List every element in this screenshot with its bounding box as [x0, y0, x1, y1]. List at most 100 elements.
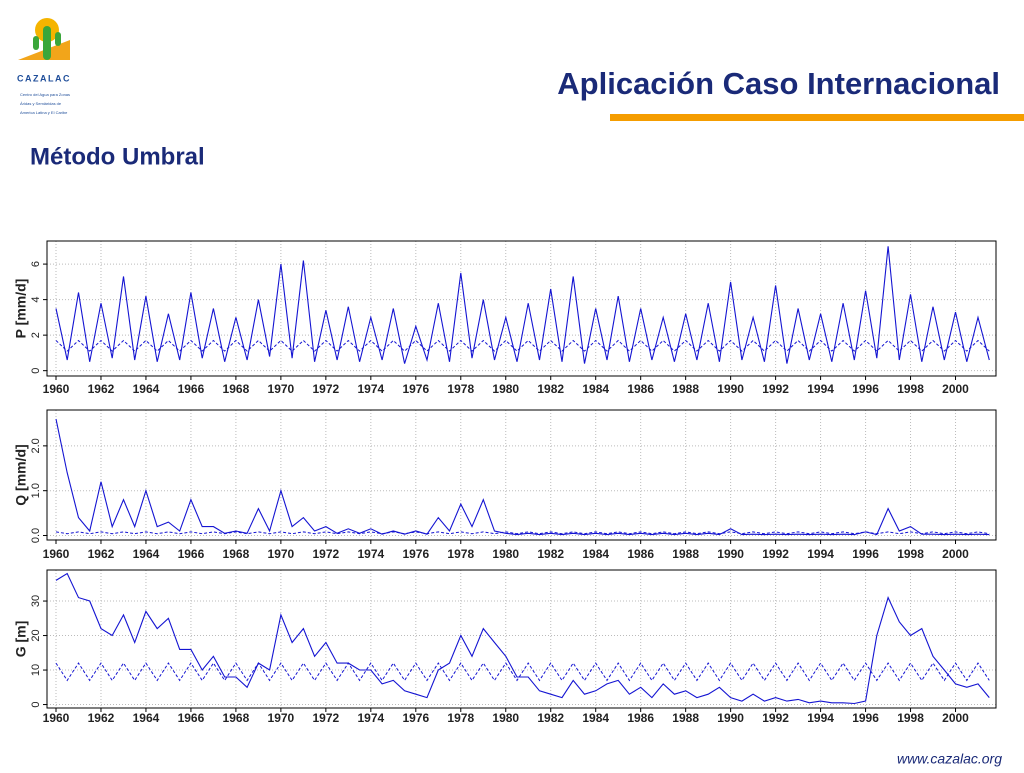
charts: 1960 1962 1964 1966 1968 1970 1972 1974 1976 1978…	[13, 240, 997, 725]
x-tick-label: 1966	[178, 547, 205, 561]
y-tick-label: 0	[30, 368, 42, 374]
x-tick-label: 1986	[627, 382, 654, 396]
logo-caption: America Latina y El Caribe	[20, 110, 68, 115]
logo-cactus	[55, 32, 61, 46]
x-tick-label: 1992	[762, 711, 789, 725]
y-axis-label: Q [mm/d]	[13, 444, 29, 505]
x-tick-label: 1978	[447, 382, 474, 396]
logo: CAZALAC Centro del Agua para Zonas Árida…	[17, 18, 71, 115]
plot-frame	[46, 569, 997, 709]
x-tick-label: 1982	[537, 711, 564, 725]
x-tick-label: 1968	[223, 547, 250, 561]
x-tick-label: 1990	[717, 382, 744, 396]
title-underline	[610, 114, 1024, 121]
logo-cactus	[33, 36, 39, 50]
x-tick-label: 1984	[582, 547, 609, 561]
threshold-line	[55, 662, 990, 682]
x-tick-label: 1990	[717, 711, 744, 725]
logo-caption: Áridas y Semiáridas de	[20, 101, 62, 106]
data-line	[55, 418, 990, 536]
y-tick-label: 6	[30, 261, 42, 267]
x-tick-label: 1966	[178, 382, 205, 396]
slide-title: Aplicación Caso Internacional	[557, 66, 1000, 101]
data-line	[55, 572, 990, 705]
x-tick-label: 1974	[357, 547, 384, 561]
y-tick-label: 0.0	[30, 528, 42, 543]
x-tick-label: 1990	[717, 547, 744, 561]
x-tick-label: 1984	[582, 711, 609, 725]
x-tick-label: 1972	[313, 711, 340, 725]
x-tick-label: 1964	[133, 382, 160, 396]
y-axis-label: G [m]	[13, 621, 29, 658]
slide-subtitle: Método Umbral	[30, 143, 205, 170]
x-tick-label: 2000	[942, 711, 969, 725]
x-tick-label: 1984	[582, 382, 609, 396]
x-tick-label: 1986	[627, 711, 654, 725]
x-tick-label: 1980	[492, 711, 519, 725]
y-tick-label: 20	[30, 629, 42, 641]
y-tick-label: 4	[30, 297, 42, 303]
x-tick-label: 1994	[807, 382, 834, 396]
y-tick-label: 2.0	[30, 438, 42, 453]
x-tick-label: 1972	[313, 547, 340, 561]
y-tick-label: 10	[30, 664, 42, 676]
logo-name: CAZALAC	[17, 73, 71, 83]
x-tick-label: 1978	[447, 711, 474, 725]
logo-caption: Centro del Agua para Zonas	[20, 92, 70, 97]
plot-frame	[46, 409, 997, 541]
x-tick-label: 1970	[268, 711, 295, 725]
y-axis-label: P [mm/d]	[13, 279, 29, 339]
x-tick-label: 1988	[672, 382, 699, 396]
x-tick-label: 1974	[357, 382, 384, 396]
x-tick-label: 1988	[672, 547, 699, 561]
x-tick-label: 1996	[852, 547, 879, 561]
x-tick-label: 1960	[43, 382, 70, 396]
x-tick-label: 1982	[537, 382, 564, 396]
x-tick-label: 1974	[357, 711, 384, 725]
threshold-line	[55, 339, 990, 352]
x-tick-label: 1962	[88, 711, 115, 725]
x-tick-label: 1994	[807, 711, 834, 725]
x-tick-label: 2000	[942, 382, 969, 396]
x-tick-label: 1970	[268, 382, 295, 396]
x-tick-label: 1998	[897, 547, 924, 561]
x-tick-label: 1978	[447, 547, 474, 561]
x-tick-label: 2000	[942, 547, 969, 561]
x-tick-label: 1992	[762, 382, 789, 396]
logo-cactus	[43, 26, 51, 60]
y-tick-label: 30	[30, 595, 42, 607]
data-line	[55, 246, 990, 364]
x-tick-label: 1988	[672, 711, 699, 725]
x-tick-label: 1968	[223, 382, 250, 396]
x-tick-label: 1982	[537, 547, 564, 561]
x-tick-label: 1976	[402, 547, 429, 561]
x-tick-label: 1964	[133, 711, 160, 725]
y-tick-label: 2	[30, 332, 42, 338]
x-tick-label: 1966	[178, 711, 205, 725]
x-tick-label: 1992	[762, 547, 789, 561]
x-tick-label: 1960	[43, 711, 70, 725]
x-tick-label: 1998	[897, 711, 924, 725]
x-tick-label: 1996	[852, 711, 879, 725]
footer-url: www.cazalac.org	[897, 751, 1002, 767]
x-tick-label: 1976	[402, 382, 429, 396]
x-tick-label: 1996	[852, 382, 879, 396]
x-tick-label: 1980	[492, 382, 519, 396]
plot-frame	[46, 240, 997, 377]
x-tick-label: 1986	[627, 547, 654, 561]
x-tick-label: 1970	[268, 547, 295, 561]
x-tick-label: 1976	[402, 711, 429, 725]
x-tick-label: 1972	[313, 382, 340, 396]
x-tick-label: 1994	[807, 547, 834, 561]
x-tick-label: 1960	[43, 547, 70, 561]
x-tick-label: 1998	[897, 382, 924, 396]
x-tick-label: 1962	[88, 382, 115, 396]
threshold-line	[55, 531, 990, 535]
x-tick-label: 1980	[492, 547, 519, 561]
x-tick-label: 1962	[88, 547, 115, 561]
y-tick-label: 1.0	[30, 483, 42, 498]
x-tick-label: 1968	[223, 711, 250, 725]
x-tick-label: 1964	[133, 547, 160, 561]
